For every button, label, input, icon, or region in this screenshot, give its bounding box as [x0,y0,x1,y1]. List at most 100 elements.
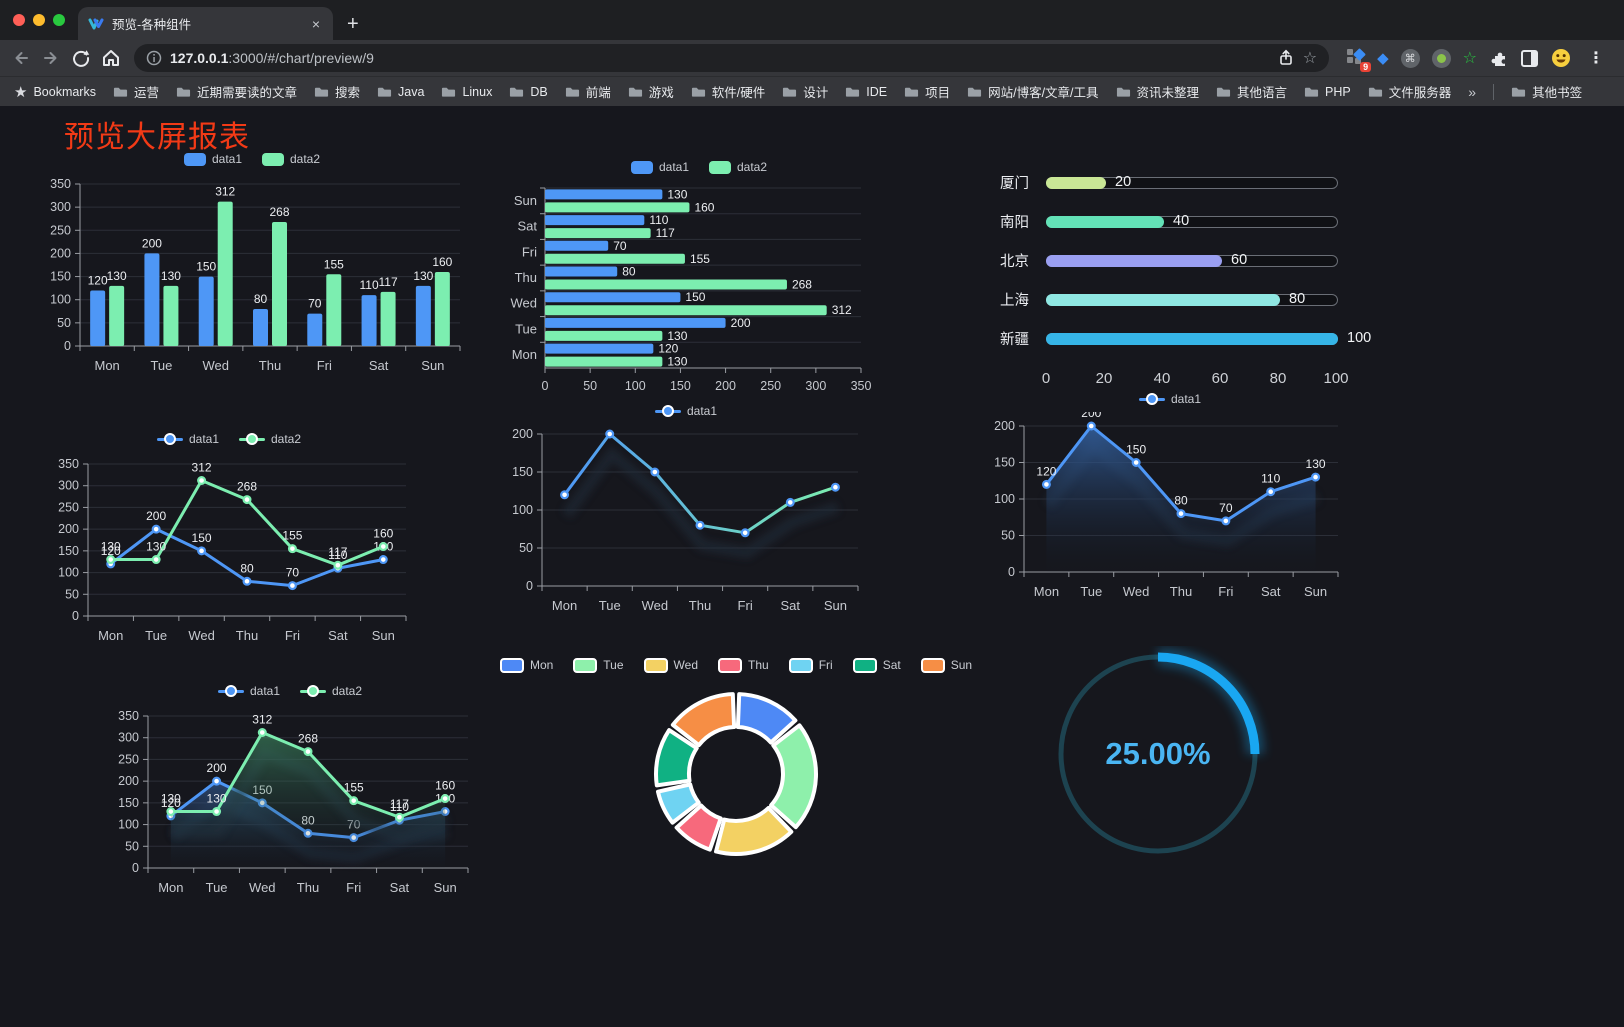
bookmark-item[interactable]: Java [377,85,424,99]
progress-value: 100 [1347,329,1372,346]
bookmark-item[interactable]: 游戏 [628,82,674,101]
legend-label: Sun [950,658,973,672]
legend-item-Mon[interactable]: Mon [499,657,553,673]
close-window-button[interactable] [13,14,25,26]
url-bar[interactable]: 127.0.0.1:3000/#/chart/preview/9 ☆ [134,44,1330,72]
legend-item-data2[interactable]: data2 [262,152,320,166]
svg-text:150: 150 [58,544,79,558]
bookmark-label: 设计 [803,86,829,100]
bookmark-item[interactable]: 设计 [782,82,828,101]
progress-label: 上海 [1000,293,1029,309]
legend-item-Sun[interactable]: Sun [920,657,973,673]
bookmark-item[interactable]: 项目 [904,82,950,101]
svg-text:110: 110 [649,213,668,227]
gem-extension-icon[interactable]: ◆ [1377,50,1389,67]
svg-text:200: 200 [50,246,71,260]
legend-item-data2[interactable]: data2 [709,160,767,174]
series-data2 [109,201,450,346]
legend-item-data2[interactable]: data2 [300,684,362,698]
svg-text:350: 350 [851,379,872,393]
svg-text:350: 350 [58,457,79,471]
legend-item-data1[interactable]: data1 [654,404,718,418]
legend-label: data1 [686,404,718,418]
extension-grid-icon[interactable]: 9 [1347,48,1372,72]
double-area-chart-cell: data1 data2 0 50 100 150 200 250 300 350 Mon Tue Wed… [104,680,476,904]
command-extension-icon[interactable]: ⌘ [1400,48,1420,68]
home-button[interactable] [98,45,124,71]
legend-item-Wed[interactable]: Wed [643,657,698,673]
browser-tab[interactable]: 预览-各种组件 × [78,7,333,40]
bookmark-item[interactable]: 文件服务器 [1368,82,1451,101]
bookmark-item[interactable]: 前端 [565,82,611,101]
forward-button[interactable] [38,45,64,71]
svg-text:Wed: Wed [511,296,538,311]
minimize-window-button[interactable] [33,14,45,26]
bookmark-item[interactable]: 搜索 [314,82,360,101]
bookmark-label: PHP [1325,84,1351,99]
browser-titlebar: 预览-各种组件 × + [0,0,1624,40]
legend-item-data1[interactable]: data1 [183,152,242,166]
svg-text:70: 70 [1219,501,1233,515]
legend-item-data1[interactable]: data1 [156,432,219,446]
gauge-chart-cell: 25.00% [1038,646,1278,872]
svg-text:100: 100 [58,566,79,580]
tab-close-icon[interactable]: × [311,15,320,32]
new-tab-button[interactable]: + [347,13,359,35]
svg-text:100: 100 [118,818,139,832]
progress-value: 20 [1115,173,1132,190]
bookmark-item[interactable]: 近期需要读的文章 [176,82,297,101]
bookmark-item[interactable]: PHP [1304,85,1351,99]
back-button[interactable] [8,45,34,71]
bookmark-item[interactable]: IDE [845,85,887,99]
bookmarks-overflow-chevron[interactable]: » [1468,83,1477,100]
bookmark-item[interactable]: Linux [441,85,492,99]
progress-fill [1046,254,1222,267]
progress-label: 北京 [1000,254,1029,270]
bookmark-star-icon[interactable]: ☆ [1302,50,1318,67]
svg-text:Thu: Thu [236,628,258,643]
bookmark-label: 近期需要读的文章 [197,86,298,100]
pie-slice-Mon [735,692,798,745]
svg-text:200: 200 [207,761,227,775]
bookmark-item[interactable]: 运营 [113,82,159,101]
emoji-extension-icon[interactable] [1550,47,1572,69]
legend-item-Sat[interactable]: Sat [852,657,901,673]
svg-text:Tue: Tue [150,358,172,373]
site-info-icon[interactable] [146,50,162,66]
legend-item-Fri[interactable]: Fri [788,657,833,673]
bookmark-item[interactable]: 软件/硬件 [691,82,765,101]
recorder-extension-icon[interactable] [1431,48,1451,68]
reload-button[interactable] [68,45,94,71]
svg-text:Thu: Thu [689,598,711,613]
svg-text:200: 200 [146,509,166,523]
legend-item-Tue[interactable]: Tue [573,657,624,673]
legend-item-data2[interactable]: data2 [239,432,301,446]
bookmark-item[interactable]: DB [509,84,548,99]
legend-item-data1[interactable]: data1 [1138,392,1201,406]
progress-fill [1046,332,1338,345]
svg-text:110: 110 [360,278,379,292]
svg-text:117: 117 [379,275,398,289]
sidebar-toggle-icon[interactable] [1521,49,1538,67]
legend-item-data1[interactable]: data1 [217,684,280,698]
svg-text:155: 155 [324,257,344,271]
maximize-window-button[interactable] [53,14,65,26]
svg-text:120: 120 [1036,464,1056,478]
other-bookmarks-item[interactable]: 其他书签 [1511,82,1582,101]
browser-menu-icon[interactable]: ⋮ [1588,50,1604,67]
legend-item-data1[interactable]: data1 [630,160,689,174]
svg-text:Wed: Wed [188,628,215,643]
share-icon[interactable] [1277,49,1295,67]
star-extension-icon[interactable]: ☆ [1462,50,1477,67]
bookmark-item[interactable]: 其他语言 [1216,82,1287,101]
svg-text:Sun: Sun [514,193,537,208]
series-data1 [90,253,431,346]
extensions-puzzle-icon[interactable] [1489,48,1509,68]
svg-text:Wed: Wed [1123,584,1150,599]
svg-text:130: 130 [667,329,687,343]
bookmark-item[interactable]: 网站/博客/文章/工具 [967,82,1099,101]
bookmark-label: DB [530,84,548,99]
legend-item-Thu[interactable]: Thu [718,657,769,673]
bookmark-item[interactable]: 资讯未整理 [1116,82,1199,101]
bookmarks-star-item[interactable]: ★ Bookmarks [14,83,96,101]
